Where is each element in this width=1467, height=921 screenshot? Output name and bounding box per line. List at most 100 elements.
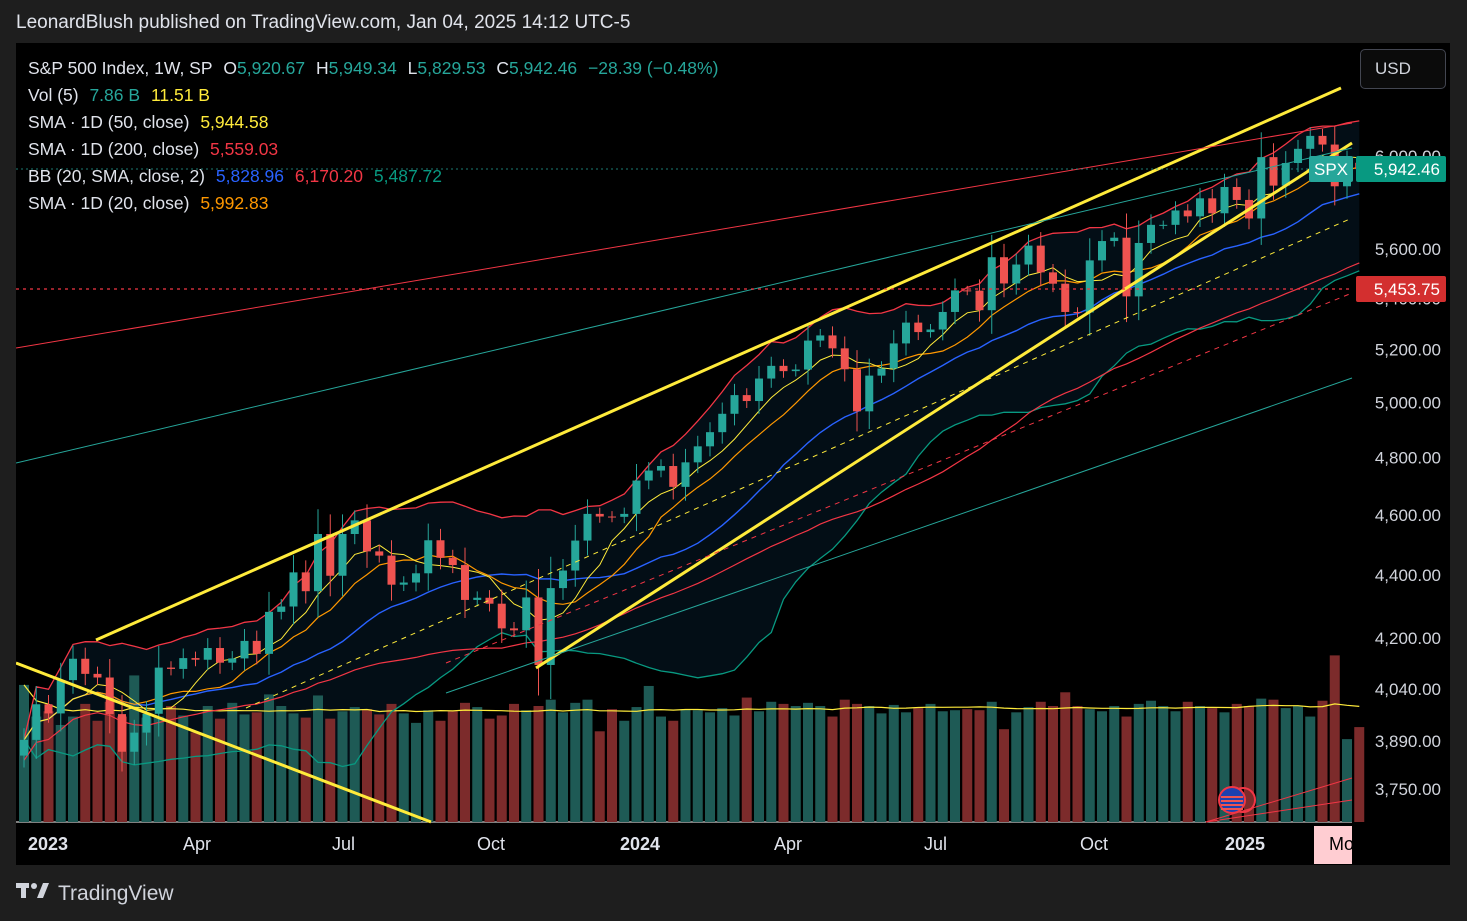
volume-bar xyxy=(570,702,581,822)
price-tick-label: 4,800.00 xyxy=(1375,449,1441,468)
candle-body xyxy=(44,704,53,714)
candle-body xyxy=(669,466,678,487)
candle-body xyxy=(681,462,690,487)
volume-ma-value: 11.51 B xyxy=(150,85,210,105)
bb-legend-row[interactable]: BB (20, SMA, close, 2) 5,828.96 6,170.20… xyxy=(28,163,724,190)
volume-bar xyxy=(68,716,78,822)
open-label: O xyxy=(223,58,238,78)
chart-pane[interactable]: 6,000.005,600.005,200.005,000.004,800.00… xyxy=(16,43,1450,865)
price-tick-label: 5,000.00 xyxy=(1375,393,1441,412)
candles xyxy=(20,126,1364,772)
candle-body xyxy=(1257,157,1266,219)
candle-body xyxy=(387,555,396,585)
volume-bar xyxy=(766,701,777,822)
candle-body xyxy=(191,658,200,660)
candle-body xyxy=(375,551,384,556)
price-chart[interactable]: 6,000.005,600.005,200.005,000.004,800.00… xyxy=(16,43,1450,865)
close-label: C xyxy=(496,58,510,78)
volume-bar xyxy=(239,714,250,822)
volume-bar xyxy=(447,711,458,822)
symbol-tag xyxy=(1309,156,1353,183)
volume-bar xyxy=(1207,708,1218,822)
volume-bar xyxy=(55,724,66,822)
last-price-tag xyxy=(1356,156,1446,183)
time-tick-label: Oct xyxy=(477,834,505,854)
volume-legend-row[interactable]: Vol (5) 7.86 B 11.51 B xyxy=(28,82,724,109)
marked-level-tag xyxy=(1356,276,1446,302)
volume-bar xyxy=(313,695,323,822)
price-tick-label: 5,200.00 xyxy=(1375,340,1441,359)
volume-bar xyxy=(1011,712,1022,822)
symbol-legend-row: S&P 500 Index, 1W, SP O5,920.67 H5,949.3… xyxy=(28,55,724,82)
candle-body xyxy=(412,573,420,583)
volume-bar xyxy=(460,702,470,822)
time-tick-label: Jul xyxy=(924,834,947,854)
candle-body xyxy=(1073,311,1082,313)
candle-body xyxy=(767,365,776,379)
candle-body xyxy=(265,611,273,654)
volume-bar xyxy=(754,711,764,822)
volume-bar xyxy=(166,706,176,822)
open-value: 5,920.67 xyxy=(237,58,306,78)
candle-body xyxy=(1049,272,1057,284)
volume-bar xyxy=(607,709,617,822)
tradingview-logo-icon xyxy=(16,881,52,907)
volume-bar xyxy=(619,720,630,822)
volume-bar xyxy=(705,712,715,822)
volume-bar xyxy=(1170,711,1181,822)
candle-body xyxy=(118,714,126,752)
candle-body xyxy=(228,658,237,663)
volume-bar xyxy=(1354,727,1365,822)
volume-bar xyxy=(950,710,960,822)
candle-body xyxy=(706,432,714,447)
sma200-legend-row[interactable]: SMA · 1D (200, close) 5,559.03 xyxy=(28,136,724,163)
volume-bar xyxy=(668,720,679,822)
volume-bar xyxy=(962,709,973,822)
lower-channel-trend xyxy=(445,377,1353,694)
symbol-tag-label: SPX xyxy=(1314,160,1348,179)
candle-body xyxy=(620,513,629,517)
candle-body xyxy=(93,673,102,678)
time-tick-label: Apr xyxy=(183,834,211,854)
bb-upper-line xyxy=(23,120,1360,741)
price-tick-label: 4,400.00 xyxy=(1375,566,1441,585)
volume-bar xyxy=(1084,709,1095,822)
sma20-legend-row[interactable]: SMA · 1D (20, close) 5,992.83 xyxy=(28,190,724,217)
volume-bar xyxy=(1305,716,1316,822)
candle-body xyxy=(1061,283,1070,312)
volume-bar xyxy=(362,709,372,822)
indicator-legend: S&P 500 Index, 1W, SP O5,920.67 H5,949.3… xyxy=(28,55,724,217)
candle-body xyxy=(571,540,580,571)
candle-body xyxy=(1098,241,1106,261)
volume-bar xyxy=(852,703,862,822)
candle-body xyxy=(105,677,114,715)
volume-bar xyxy=(594,731,605,822)
tradingview-branding[interactable]: TradingView xyxy=(16,881,174,907)
midline-dashed xyxy=(245,217,1353,709)
volume-bar xyxy=(484,718,495,822)
bollinger-band-area xyxy=(24,120,1360,767)
high-value: 5,949.34 xyxy=(328,58,397,78)
time-tick-label: 2023 xyxy=(28,834,68,854)
volume-bar xyxy=(153,716,164,822)
price-tick-label: 3,890.00 xyxy=(1375,732,1441,751)
candle-body xyxy=(277,606,286,612)
volume-bar xyxy=(80,703,91,822)
bollinger-fill xyxy=(24,120,1360,767)
candle-body xyxy=(399,582,408,585)
volume-bar xyxy=(215,718,225,822)
candle-body xyxy=(436,540,445,558)
candle-body xyxy=(914,322,923,333)
volume-bar xyxy=(141,717,152,822)
sma50-legend-row[interactable]: SMA · 1D (50, close) 5,944.58 xyxy=(28,109,724,136)
candle-body xyxy=(1110,237,1119,242)
volume-label: Vol (5) xyxy=(28,85,79,105)
volume-bar xyxy=(656,716,666,822)
candle-body xyxy=(1147,224,1155,243)
candle-body xyxy=(81,658,90,674)
candle-body xyxy=(289,572,298,607)
candle-body xyxy=(1232,186,1241,200)
candle-body xyxy=(252,640,261,654)
currency-button[interactable]: USD xyxy=(1360,49,1446,89)
current-date-marker xyxy=(1314,826,1352,864)
